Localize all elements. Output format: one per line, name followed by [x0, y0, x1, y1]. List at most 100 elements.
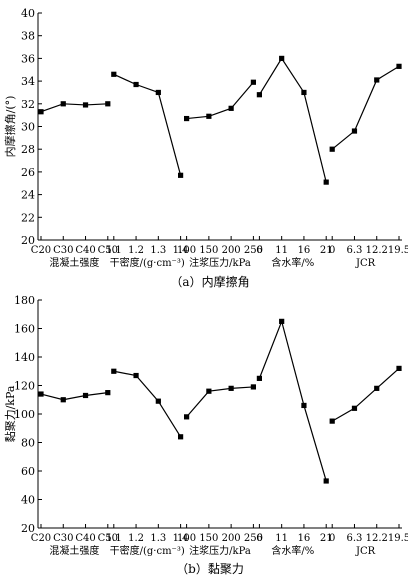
- x-tick-label: C30: [53, 533, 73, 544]
- data-point: [256, 375, 262, 381]
- group-x-label: 注浆压力/kPa: [189, 544, 251, 557]
- y-tick-label: 60: [21, 465, 35, 478]
- series-line: [40, 103, 108, 113]
- group-x-label: 注浆压力/kPa: [189, 256, 251, 269]
- series-line: [186, 81, 254, 120]
- data-point: [178, 434, 184, 440]
- x-tick-label: 12.2: [366, 533, 388, 544]
- y-tick-label: 32: [21, 98, 35, 111]
- y-tick-label: 30: [21, 121, 35, 134]
- data-point: [60, 397, 66, 403]
- data-point: [111, 71, 117, 77]
- x-tick-label: 16: [298, 245, 311, 256]
- x-tick-label: 0: [329, 245, 335, 256]
- x-tick-label: 150: [199, 533, 218, 544]
- y-tick-label: 180: [14, 294, 35, 307]
- x-tick-label: 1.4: [173, 245, 189, 256]
- data-point: [323, 478, 329, 484]
- y-tick-label: 140: [14, 351, 35, 364]
- x-tick-label: 1.3: [150, 245, 166, 256]
- series-line: [258, 57, 327, 183]
- data-point: [82, 392, 89, 399]
- x-tick-label: 6.3: [347, 245, 363, 256]
- chart-caption: （b）黏聚力: [176, 562, 244, 576]
- x-tick-label: C40: [75, 245, 95, 256]
- data-point: [374, 77, 380, 83]
- series-line: [40, 392, 108, 401]
- x-tick-label: 6.3: [347, 533, 363, 544]
- y-tick-label: 28: [21, 143, 35, 156]
- data-point: [374, 385, 380, 391]
- data-point: [396, 365, 402, 371]
- x-tick-label: 250: [244, 245, 263, 256]
- data-point: [301, 402, 307, 409]
- data-point: [228, 105, 234, 111]
- x-tick-label: 19.5: [388, 533, 408, 544]
- data-point: [155, 398, 161, 404]
- x-tick-label: 1.4: [173, 533, 189, 544]
- x-tick-label: 19.5: [388, 245, 408, 256]
- x-tick-label: 1.1: [106, 245, 122, 256]
- data-point: [105, 390, 111, 396]
- x-tick-label: 100: [177, 245, 196, 256]
- data-point: [301, 89, 307, 96]
- data-point: [82, 102, 89, 108]
- y-tick-label: 40: [21, 494, 35, 507]
- x-tick-label: 21: [320, 533, 333, 544]
- data-point: [178, 172, 184, 178]
- series-line: [186, 386, 254, 418]
- y-tick-label: 20: [21, 234, 35, 247]
- x-tick-label: 0: [329, 533, 335, 544]
- data-point: [38, 391, 44, 397]
- series-line: [113, 370, 182, 438]
- x-tick-label: 200: [222, 533, 241, 544]
- x-tick-label: 150: [199, 245, 218, 256]
- data-point: [250, 384, 256, 390]
- x-tick-label: C50: [98, 245, 118, 256]
- chart-caption: （a）内摩擦角: [170, 274, 249, 289]
- series-line: [258, 319, 327, 482]
- y-tick-label: 22: [21, 211, 35, 224]
- x-tick-label: C40: [75, 533, 95, 544]
- data-point: [184, 414, 190, 420]
- group-x-label: 含水率/%: [271, 256, 314, 269]
- data-point: [111, 368, 117, 374]
- data-point: [329, 146, 335, 152]
- y-axis-label: 内摩擦角/(°): [3, 96, 17, 158]
- series-line: [331, 367, 400, 422]
- data-point: [206, 388, 212, 394]
- x-tick-label: 1.2: [128, 533, 144, 544]
- data-point: [279, 55, 285, 61]
- x-tick-label: 11: [275, 533, 288, 544]
- x-tick-label: 21: [320, 245, 333, 256]
- data-point: [329, 418, 335, 424]
- data-point: [323, 179, 329, 185]
- data-point: [228, 385, 234, 391]
- group-x-label: 含水率/%: [271, 544, 314, 557]
- y-tick-label: 80: [21, 437, 35, 450]
- data-point: [351, 128, 358, 134]
- x-tick-label: C30: [53, 245, 73, 256]
- group-x-label: 混凝土强度: [49, 256, 99, 269]
- x-tick-label: 1.3: [150, 533, 166, 544]
- data-point: [60, 101, 66, 107]
- data-point: [184, 115, 190, 122]
- x-tick-label: C50: [98, 533, 118, 544]
- y-tick-label: 20: [21, 522, 35, 535]
- x-tick-label: 1.1: [106, 533, 122, 544]
- series-line: [331, 65, 400, 150]
- x-tick-label: C20: [31, 245, 51, 256]
- y-tick-label: 36: [21, 52, 35, 65]
- x-tick-label: 12.2: [366, 245, 388, 256]
- x-tick-label: C20: [31, 533, 51, 544]
- y-tick-label: 40: [21, 7, 35, 20]
- x-tick-label: 11: [275, 245, 288, 256]
- group-x-label: 干密度/(g·cm⁻³): [110, 544, 185, 557]
- data-point: [105, 101, 111, 107]
- y-tick-label: 120: [14, 380, 35, 393]
- data-point: [155, 89, 161, 96]
- x-tick-label: 6: [256, 245, 262, 256]
- y-tick-label: 26: [21, 166, 35, 179]
- group-x-label: 混凝土强度: [49, 544, 99, 557]
